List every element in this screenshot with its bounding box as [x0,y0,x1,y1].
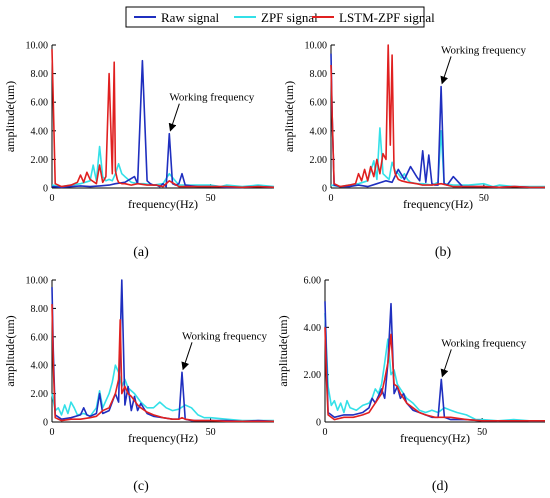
series-line-lstm-zpf-signal [51,49,275,189]
x-tick-label: 0 [50,427,55,438]
y-tick-label: 0 [43,184,48,195]
annotation-arrow [168,103,180,132]
panels: 0 2.00 4.00 6.00 8.00 10.00 0 50 frequency(Hz) am… [3,41,545,494]
legend-entry-zpf-signal: ZPF signal [234,10,318,25]
y-axis-title: amplitude(um) [282,81,296,152]
legend-entry-lstm-zpf-signal: LSTM-ZPF signal [312,10,435,25]
annotation-working-frequency: Working frequency [441,337,526,349]
x-tick-label: 50 [477,427,487,438]
y-tick-label: 8.00 [310,69,328,80]
y-tick-label: 10.00 [305,41,328,52]
chart-panel-b: 0 2.00 4.00 6.00 8.00 10.00 0 50 frequency(Hz) am… [282,41,545,260]
annotation-arrow [440,56,452,85]
panel-label: (c) [133,479,149,494]
series-line-zpf-signal [324,313,545,422]
y-tick-label: 2.00 [304,370,322,381]
legend-box [125,6,425,28]
y-tick-label: 2.00 [310,155,328,166]
legend-label-lstm-zpf-signal: LSTM-ZPF signal [339,10,435,25]
legend-label-raw-signal: Raw signal [161,10,220,25]
y-tick-label: 0 [322,184,327,195]
panel-label: (b) [435,245,452,260]
series-line-raw-signal [324,301,545,422]
x-axis-title: frequency(Hz) [128,197,198,211]
x-tick-label: 50 [479,193,489,204]
y-tick-label: 10.00 [26,41,49,52]
annotation-arrow [440,349,452,378]
annotation-working-frequency: Working frequency [182,330,267,342]
annotation-working-frequency: Working frequency [169,92,254,104]
y-axis-title: amplitude(um) [3,81,17,152]
series-line-lstm-zpf-signal [324,327,545,422]
x-axis-title: frequency(Hz) [400,431,470,445]
y-tick-label: 0 [43,418,48,429]
y-tick-label: 4.00 [304,323,322,334]
y-axis-title: amplitude(um) [276,315,290,386]
series-line-raw-signal [51,279,275,423]
panel-label: (d) [432,479,449,494]
chart-panel-d: 0 2.00 4.00 6.00 0 50 frequency(Hz) amplitude(u… [276,276,545,494]
y-tick-label: 6.00 [31,332,49,343]
chart-panel-a: 0 2.00 4.00 6.00 8.00 10.00 0 50 frequency(Hz) am… [3,41,275,260]
x-tick-label: 50 [206,427,216,438]
series-line-zpf-signal [51,145,275,188]
series-line-raw-signal [51,59,275,189]
legend-label-zpf-signal: ZPF signal [261,10,318,25]
legend-entry-raw-signal: Raw signal [134,10,220,25]
y-tick-label: 6.00 [304,276,322,287]
y-tick-label: 8.00 [31,69,49,80]
legend: Raw signal ZPF signal LSTM-ZPF signal [125,6,435,28]
y-tick-label: 4.00 [31,361,49,372]
y-tick-label: 6.00 [310,98,328,109]
x-axis-title: frequency(Hz) [128,431,198,445]
y-axis-title: amplitude(um) [3,315,17,386]
y-tick-label: 2.00 [31,389,49,400]
y-tick-label: 8.00 [31,304,49,315]
y-tick-label: 4.00 [310,126,328,137]
series-line-lstm-zpf-signal [330,44,545,189]
x-axis-title: frequency(Hz) [403,197,473,211]
x-tick-label: 50 [206,193,216,204]
y-tick-label: 2.00 [31,155,49,166]
x-tick-label: 0 [323,427,328,438]
annotation-working-frequency: Working frequency [441,44,526,56]
x-tick-label: 0 [329,193,334,204]
x-tick-label: 0 [50,193,55,204]
series-line-lstm-zpf-signal [51,304,274,423]
y-tick-label: 10.00 [26,276,49,287]
panel-label: (a) [133,245,149,260]
y-tick-label: 0 [316,418,321,429]
series-line-raw-signal [330,53,545,189]
chart-panel-c: 0 2.00 4.00 6.00 8.00 10.00 0 50 frequency(Hz) am… [3,276,275,494]
y-tick-label: 4.00 [31,126,49,137]
y-tick-label: 6.00 [31,98,49,109]
annotation-arrow [181,342,193,371]
